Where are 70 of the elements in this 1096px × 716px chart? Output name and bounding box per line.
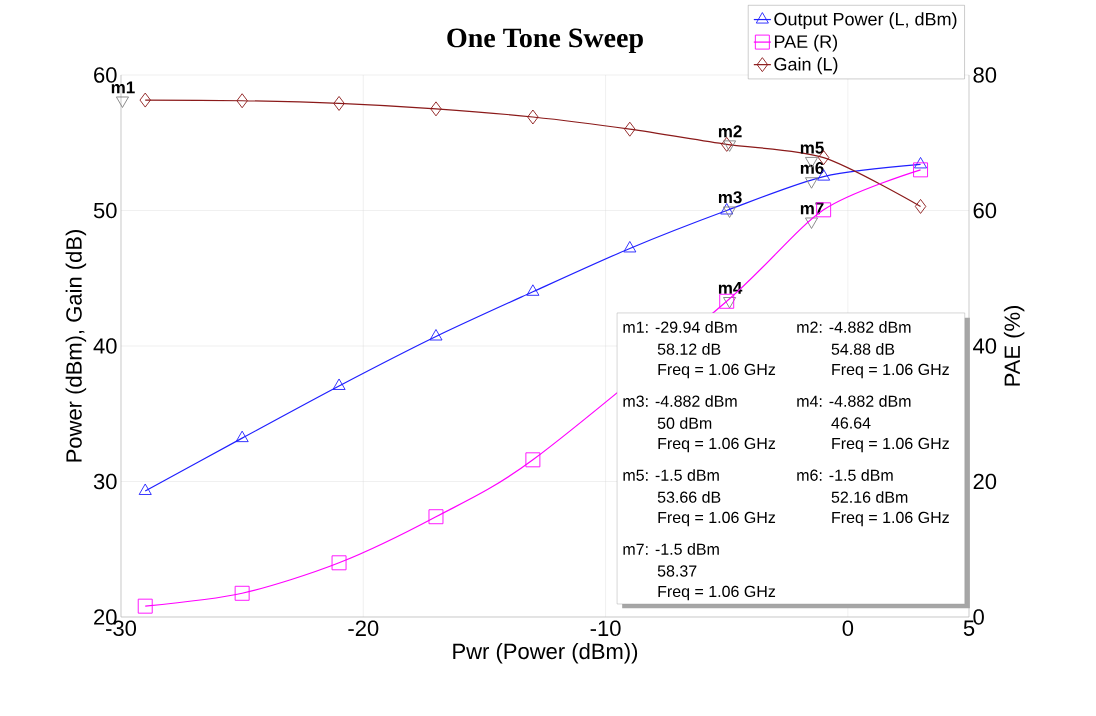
annotation: m1: -29.94 dBm <box>623 321 737 333</box>
x-axis-title: Pwr (Power (dBm)) <box>453 642 638 664</box>
point <box>914 198 927 214</box>
point <box>723 140 737 152</box>
data-label: m4 <box>718 282 743 294</box>
point <box>719 293 735 309</box>
point <box>525 452 541 468</box>
annotation: Freq = 1.06 GHz <box>832 363 949 379</box>
point <box>331 555 347 571</box>
y-axis-title: Power (dBm), Gain (dB) <box>65 230 87 462</box>
annotation: 58.12 dB <box>657 343 721 355</box>
point <box>332 378 346 390</box>
point <box>527 109 539 125</box>
y2-tick-label: 80 <box>973 67 997 83</box>
point <box>428 509 444 525</box>
point <box>624 121 636 137</box>
annotation: 50 dBm <box>657 417 712 429</box>
point <box>333 96 345 111</box>
annotation: Freq = 1.06 GHz <box>658 437 776 453</box>
annotation: Freq = 1.06 GHz <box>658 363 776 379</box>
data-label: m3 <box>718 191 742 204</box>
annotation: 46.64 <box>831 417 871 429</box>
point <box>234 585 250 601</box>
point <box>115 96 129 108</box>
y-tick-label: 60 <box>94 67 117 83</box>
y-tick-label: 50 <box>93 202 117 219</box>
point <box>623 240 637 253</box>
x-tick-label: -20 <box>348 620 379 637</box>
legend-label: Gain (L) <box>774 57 838 75</box>
annotation: 58.37 <box>657 565 697 577</box>
y-tick-label: 40 <box>93 338 117 354</box>
annotation: Freq = 1.06 GHz <box>658 511 776 527</box>
point <box>526 284 540 296</box>
y-tick-label: 30 <box>93 473 117 490</box>
annotation: m7: -1.5 dBm <box>623 543 719 555</box>
x-tick-label: 5 <box>963 620 975 636</box>
annotation: Freq = 1.06 GHz <box>832 437 949 453</box>
annotation: Freq = 1.06 GHz <box>832 511 949 527</box>
annotation: m3: -4.882 dBm <box>623 395 737 407</box>
annotation: m4: -4.882 dBm <box>797 395 911 407</box>
point <box>139 92 151 108</box>
point <box>137 598 153 614</box>
point <box>914 156 928 169</box>
data-label: m2 <box>718 125 742 138</box>
annotation: m5: -1.5 dBm <box>623 469 719 481</box>
point <box>236 93 248 109</box>
point <box>913 162 928 178</box>
annotation: 54.88 dB <box>831 343 895 355</box>
x-tick-label: -10 <box>590 620 621 637</box>
data-label: m6 <box>800 161 824 175</box>
data-label: m1 <box>111 81 135 94</box>
annotation: m2: -4.882 dBm <box>797 321 911 333</box>
annotation: 52.16 dBm <box>831 491 908 503</box>
point <box>235 430 249 443</box>
annotation: 53.66 dB <box>657 491 721 503</box>
data-label: m5 <box>800 141 824 154</box>
y2-tick-label: 60 <box>973 202 997 219</box>
annotation: Freq = 1.06 GHz <box>658 585 776 601</box>
annotation: m6: -1.5 dBm <box>797 469 893 481</box>
point <box>138 483 152 495</box>
legend-label: PAE (R) <box>774 34 838 52</box>
x-tick-label: 0 <box>842 620 854 637</box>
legend-label: Output Power (L, dBm) <box>774 12 957 30</box>
point <box>429 329 443 341</box>
y2-tick-label: 0 <box>973 609 984 625</box>
point <box>430 101 442 117</box>
chart-title: One Tone Sweep <box>447 28 643 54</box>
y2-tick-label: 20 <box>973 473 997 490</box>
y2-tick-label: 40 <box>973 338 997 354</box>
y2-axis-title: PAE (%) <box>1003 306 1025 386</box>
